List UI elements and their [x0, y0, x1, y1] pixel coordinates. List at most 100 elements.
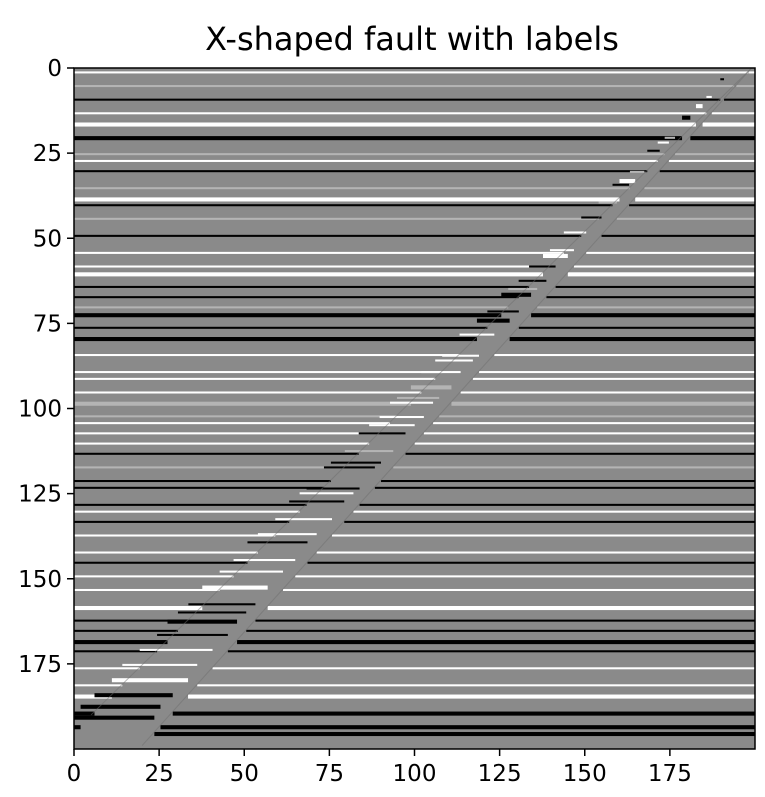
horizon-segment — [257, 533, 317, 536]
horizon-segment — [74, 112, 707, 115]
horizon-segment — [549, 249, 574, 252]
horizon-segment — [74, 170, 648, 173]
horizon-segment — [358, 432, 406, 435]
horizon-segment — [74, 442, 370, 445]
horizon-line — [74, 559, 755, 578]
horizon-segment — [635, 197, 755, 202]
horizon-segment — [459, 333, 495, 336]
horizon-segment — [74, 391, 422, 394]
x-tick-label: 175 — [648, 761, 692, 787]
x-tick-label: 25 — [144, 761, 173, 787]
horizon-line — [74, 704, 755, 730]
horizon-line — [74, 415, 755, 435]
horizon-line — [74, 136, 755, 156]
horizon-segment — [344, 450, 394, 453]
horizon-line — [74, 585, 755, 611]
horizon-line — [74, 715, 756, 737]
horizon-segment — [74, 136, 683, 141]
horizon-segment — [74, 159, 658, 162]
horizon-segment — [573, 265, 755, 268]
horizon-segment — [74, 251, 564, 254]
horizon-segment — [289, 500, 345, 503]
horizon-segment — [359, 503, 755, 506]
horizon-segment — [188, 603, 256, 606]
horizon-segment — [111, 678, 189, 683]
horizon-segment — [647, 149, 660, 152]
horizon-line — [74, 487, 755, 506]
horizon-segment — [664, 136, 676, 139]
horizon-segment — [706, 95, 712, 98]
horizon-segment — [74, 285, 530, 288]
horizon-segment — [508, 287, 538, 291]
x-tick-label: 50 — [230, 761, 259, 787]
horizon-line — [74, 424, 755, 445]
horizon-segment — [509, 336, 755, 342]
horizon-segment — [227, 650, 755, 653]
x-tick-label: 100 — [393, 761, 437, 787]
horizon-segment — [139, 648, 213, 651]
horizon-segment — [460, 391, 755, 394]
horizon-segment — [374, 486, 755, 489]
horizon-segment — [442, 354, 480, 357]
horizon-segment — [396, 396, 440, 399]
horizon-segment — [74, 619, 189, 622]
horizon-segment — [74, 432, 380, 435]
horizon-segment — [629, 204, 755, 207]
horizon-segment — [405, 452, 755, 455]
horizon-line — [74, 648, 756, 670]
horizon-segment — [74, 354, 460, 357]
horizon-segment — [233, 559, 296, 562]
horizon-line — [74, 249, 755, 268]
horizon-segment — [702, 122, 755, 127]
horizon-line — [74, 385, 755, 406]
horizon-segment — [74, 715, 155, 720]
horizon-segment — [598, 201, 617, 204]
horizon-segment — [74, 640, 168, 645]
horizon-segment — [518, 279, 547, 282]
horizon-segment — [74, 725, 81, 730]
horizon-line — [74, 287, 755, 309]
horizon-segment — [74, 588, 220, 592]
horizon-line — [74, 149, 755, 173]
horizon-segment — [282, 588, 755, 592]
horizon-line — [74, 231, 755, 254]
horizon-segment — [74, 629, 178, 632]
x-tick-label: 125 — [478, 761, 522, 787]
horizon-segment — [74, 452, 359, 455]
x-tick-label: 75 — [315, 761, 344, 787]
horizon-segment — [323, 466, 375, 469]
horizon-segment — [74, 650, 158, 653]
horizon-segment — [736, 85, 755, 88]
horizon-segment — [160, 725, 755, 730]
y-tick-label: 175 — [18, 652, 62, 678]
horizon-segment — [74, 197, 620, 202]
horizon-segment — [567, 272, 755, 277]
horizon-segment — [74, 575, 234, 578]
horizon-segment — [563, 231, 587, 234]
horizon-segment — [74, 296, 519, 299]
horizon-segment — [720, 78, 725, 81]
horizon-segment — [74, 711, 95, 716]
horizon-segment — [330, 461, 381, 464]
horizon-segment — [675, 153, 755, 156]
horizon-segment — [581, 216, 602, 219]
horizon-segment — [202, 585, 268, 590]
horizon-line — [74, 492, 755, 513]
horizon-segment — [668, 159, 755, 162]
horizon-segment — [414, 442, 755, 445]
horizon-segment — [531, 313, 755, 318]
horizon-segment — [74, 234, 582, 237]
horizon-segment — [393, 466, 755, 469]
horizon-segment — [423, 432, 755, 435]
horizon-segment — [379, 415, 424, 419]
y-tick-label: 150 — [18, 567, 62, 593]
horizon-segment — [74, 667, 140, 670]
horizon-segment — [690, 136, 755, 141]
horizon-segment — [74, 510, 300, 513]
horizon-line — [74, 333, 755, 357]
horizon-segment — [74, 551, 258, 554]
horizon-segment — [74, 480, 331, 483]
horizon-segment — [380, 480, 755, 483]
horizon-line — [74, 603, 755, 622]
horizon-segment — [601, 234, 755, 237]
